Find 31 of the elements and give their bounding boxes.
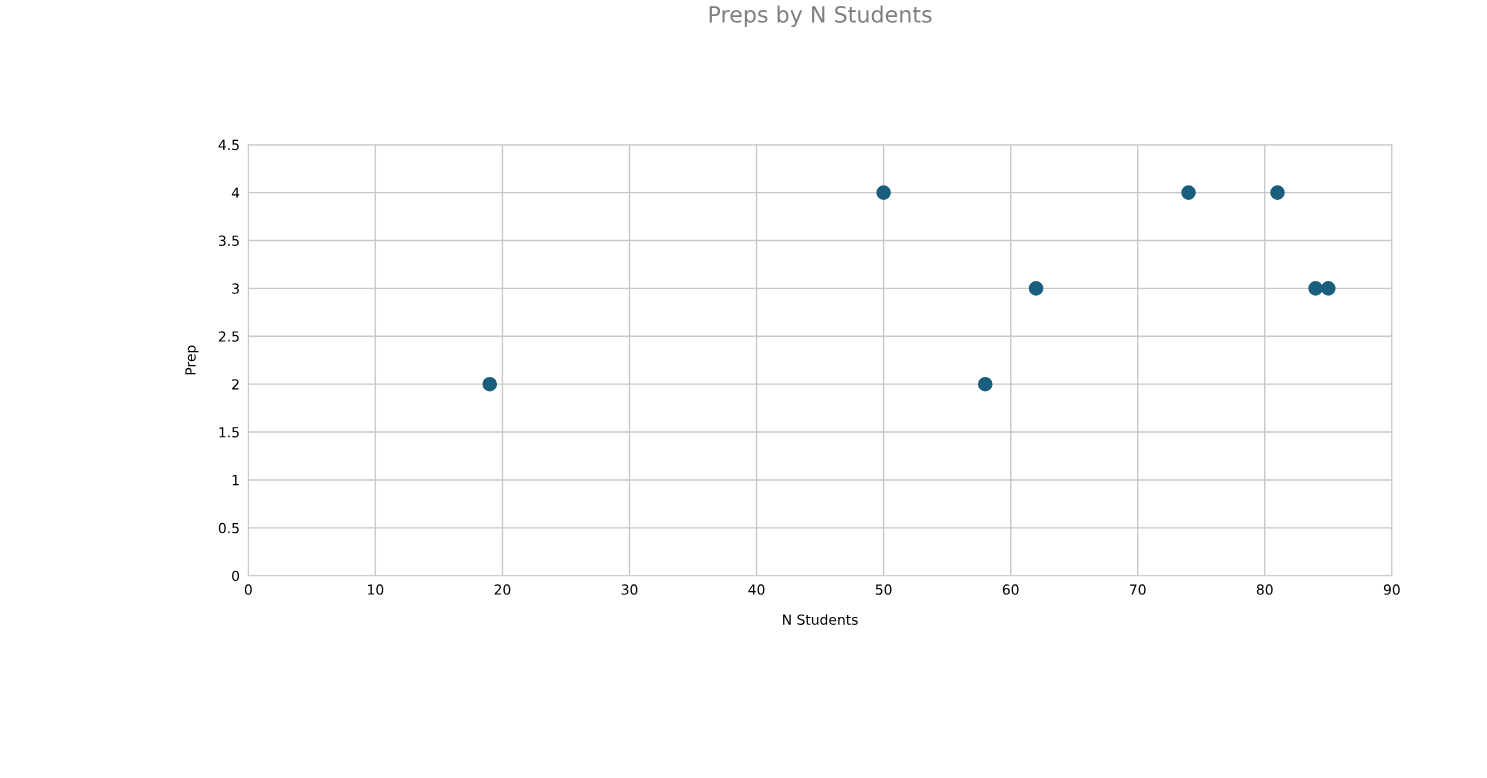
- y-tick-label: 3.5: [218, 235, 239, 246]
- x-tick-label: 80: [1256, 584, 1273, 595]
- y-tick-label: 4: [231, 187, 240, 198]
- y-tick-label: 1.5: [219, 427, 239, 438]
- point: [876, 185, 891, 200]
- x-tick-label: 50: [875, 584, 892, 595]
- x-tick-label: 70: [1130, 584, 1146, 595]
- point: [977, 376, 993, 392]
- point: [482, 376, 498, 392]
- x-tick-label: 30: [621, 584, 638, 595]
- y-tick-label: 0: [232, 570, 240, 582]
- y-tick-label: 2: [232, 379, 239, 390]
- y-tick-label: 0.5: [218, 522, 239, 534]
- point: [1181, 185, 1196, 200]
- point: [1270, 185, 1285, 200]
- y-tick-label: 2.5: [218, 331, 239, 342]
- x-tick-label: 0: [244, 584, 252, 595]
- chart-title: Preps by N Students: [709, 5, 932, 28]
- x-tick-label: 90: [1383, 584, 1400, 595]
- point: [1028, 281, 1044, 296]
- x-axis-title: N Students: [783, 614, 858, 625]
- x-tick-label: 40: [748, 584, 765, 595]
- point: [1308, 281, 1323, 296]
- x-tick-label: 10: [368, 584, 384, 595]
- y-tick-label: 1: [232, 475, 239, 486]
- y-tick-label: 4.5: [218, 139, 239, 151]
- x-tick-label: 20: [494, 584, 511, 595]
- x-tick-label: 60: [1002, 584, 1019, 595]
- y-tick-label: 3: [232, 283, 239, 294]
- y-axis-title: Prep: [185, 345, 199, 375]
- point: [1321, 281, 1336, 296]
